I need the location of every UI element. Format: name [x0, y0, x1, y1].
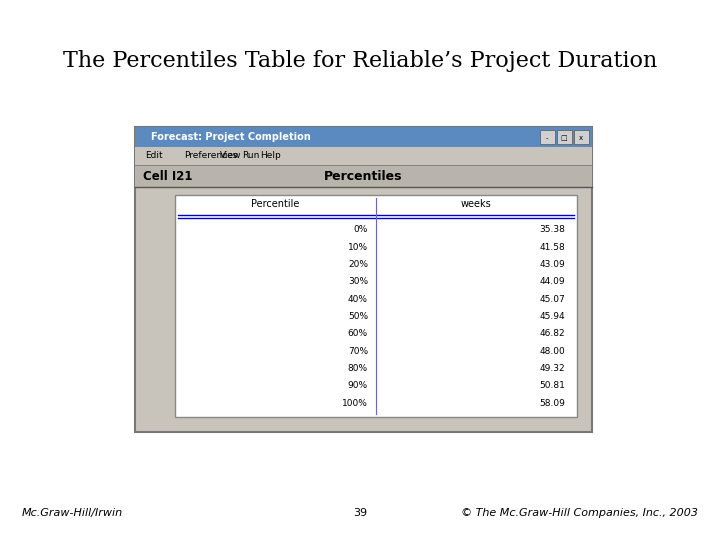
- Text: Mc.Graw-Hill/Irwin: Mc.Graw-Hill/Irwin: [22, 508, 122, 518]
- Text: 43.09: 43.09: [539, 260, 565, 269]
- Text: 45.07: 45.07: [539, 295, 565, 303]
- Text: 49.32: 49.32: [539, 364, 565, 373]
- Text: 60%: 60%: [348, 329, 368, 339]
- Text: 50.81: 50.81: [539, 381, 565, 390]
- Text: x: x: [579, 135, 583, 141]
- Text: View: View: [220, 152, 241, 160]
- Text: Percentiles: Percentiles: [324, 170, 402, 183]
- Text: Run: Run: [242, 152, 259, 160]
- Text: 30%: 30%: [348, 277, 368, 286]
- Text: 10%: 10%: [348, 242, 368, 252]
- Text: weeks: weeks: [461, 199, 491, 209]
- Text: Percentile: Percentile: [251, 199, 300, 209]
- Text: Forecast: Project Completion: Forecast: Project Completion: [151, 132, 311, 142]
- Text: 0%: 0%: [354, 225, 368, 234]
- Text: Preferences: Preferences: [184, 152, 238, 160]
- Text: The Percentiles Table for Reliable’s Project Duration: The Percentiles Table for Reliable’s Pro…: [63, 50, 657, 72]
- Text: -: -: [546, 135, 548, 141]
- Text: 20%: 20%: [348, 260, 368, 269]
- Text: 50%: 50%: [348, 312, 368, 321]
- Text: 48.00: 48.00: [539, 347, 565, 356]
- Text: 35.38: 35.38: [539, 225, 565, 234]
- Text: 90%: 90%: [348, 381, 368, 390]
- Text: 80%: 80%: [348, 364, 368, 373]
- Text: 40%: 40%: [348, 295, 368, 303]
- Text: 58.09: 58.09: [539, 399, 565, 408]
- Text: 44.09: 44.09: [539, 277, 565, 286]
- Text: Cell I21: Cell I21: [143, 170, 192, 183]
- Text: Help: Help: [260, 152, 281, 160]
- Text: 45.94: 45.94: [539, 312, 565, 321]
- Text: © The Mc.Graw-Hill Companies, Inc., 2003: © The Mc.Graw-Hill Companies, Inc., 2003: [462, 508, 698, 518]
- Text: Edit: Edit: [145, 152, 163, 160]
- Text: 100%: 100%: [342, 399, 368, 408]
- Text: □: □: [561, 135, 567, 141]
- Text: 46.82: 46.82: [539, 329, 565, 339]
- Text: 70%: 70%: [348, 347, 368, 356]
- Text: 41.58: 41.58: [539, 242, 565, 252]
- Text: 39: 39: [353, 508, 367, 518]
